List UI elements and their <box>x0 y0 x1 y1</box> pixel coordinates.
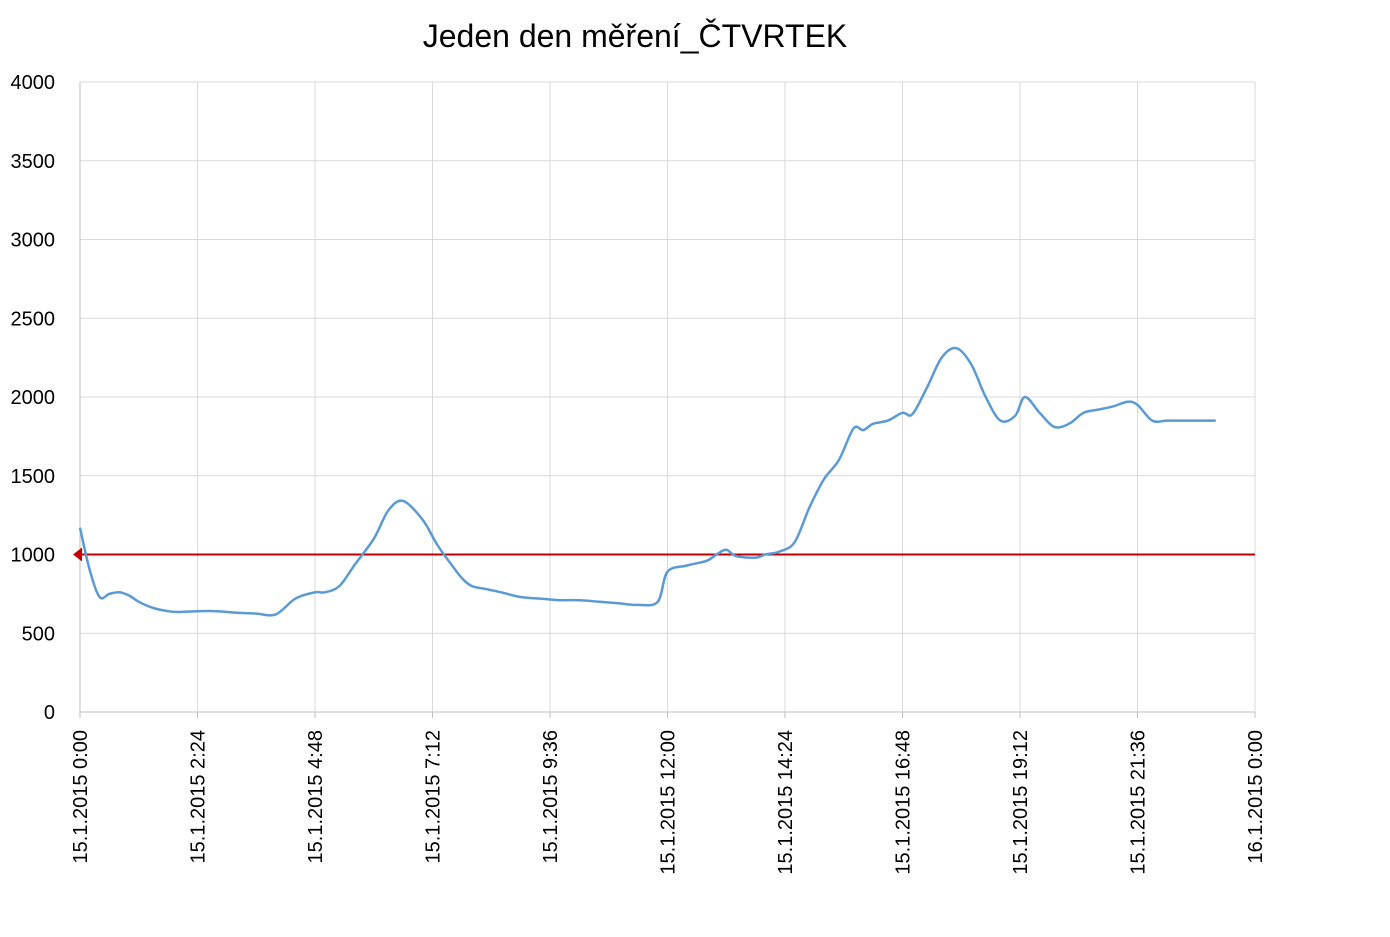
x-tick-label: 15.1.2015 21:36 <box>1128 730 1150 875</box>
x-tick-label: 15.1.2015 16:48 <box>893 730 915 875</box>
y-tick-label: 1500 <box>11 466 56 488</box>
x-tick-label: 15.1.2015 19:12 <box>1010 730 1032 875</box>
y-tick-label: 4000 <box>11 72 56 94</box>
y-tick-label: 3500 <box>11 151 56 173</box>
y-tick-label: 1000 <box>11 545 56 567</box>
series-line <box>78 346 1216 617</box>
x-tick-label: 15.1.2015 9:36 <box>540 730 562 863</box>
x-tick-label: 15.1.2015 4:48 <box>305 730 327 863</box>
threshold-marker <box>73 547 82 562</box>
x-tick-label: 16.1.2015 0:00 <box>1245 730 1267 863</box>
y-tick-label: 500 <box>22 623 55 645</box>
x-tick-label: 15.1.2015 7:12 <box>423 730 445 863</box>
x-tick-label: 15.1.2015 0:00 <box>70 730 92 863</box>
x-tick-label: 15.1.2015 12:00 <box>658 730 680 875</box>
x-tick-label: 15.1.2015 2:24 <box>188 730 210 863</box>
chart-title: Jeden den měření_ČTVRTEK <box>422 18 848 54</box>
x-tick-label: 15.1.2015 14:24 <box>775 730 797 875</box>
y-tick-label: 0 <box>44 702 55 724</box>
y-tick-label: 2500 <box>11 308 56 330</box>
y-tick-label: 3000 <box>11 230 56 252</box>
y-tick-label: 2000 <box>11 387 56 409</box>
